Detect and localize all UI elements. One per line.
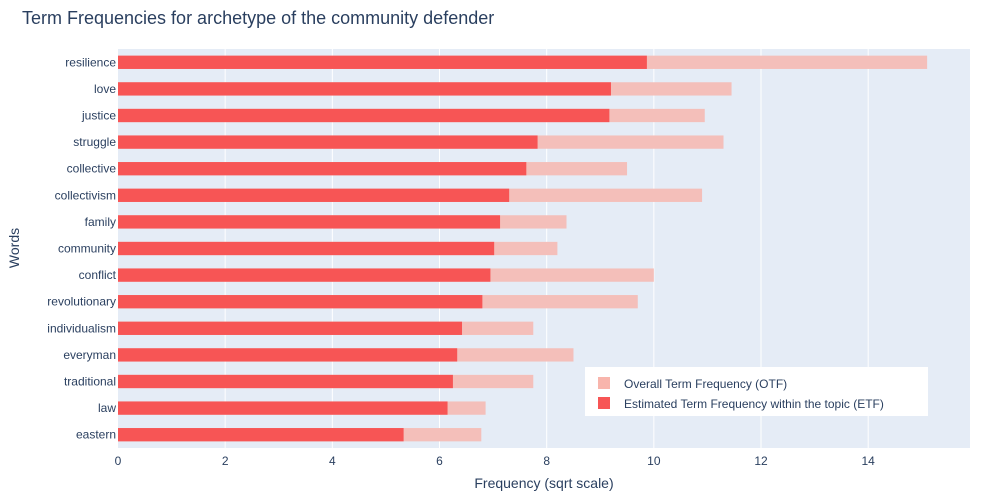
- x-tick-label: 8: [543, 454, 550, 468]
- legend[interactable]: Overall Term Frequency (OTF) Estimated T…: [585, 367, 928, 416]
- y-tick-label: community: [58, 242, 116, 256]
- x-tick-label: 4: [329, 454, 336, 468]
- bar-etf-community[interactable]: [118, 241, 495, 256]
- chart-title: Term Frequencies for archetype of the co…: [22, 8, 495, 28]
- x-tick-label: 10: [647, 454, 661, 468]
- x-axis-title: Frequency (sqrt scale): [474, 475, 613, 491]
- bar-etf-struggle[interactable]: [118, 135, 538, 149]
- y-tick-label: collective: [67, 162, 117, 176]
- bar-etf-resilience[interactable]: [118, 55, 647, 69]
- x-axis-ticks: 0 2 4 6 8 10 12 14: [115, 454, 876, 468]
- x-tick-label: 6: [436, 454, 443, 468]
- x-tick-label: 0: [115, 454, 122, 468]
- bar-etf-law[interactable]: [118, 401, 448, 415]
- y-tick-label: revolutionary: [47, 295, 116, 309]
- legend-swatch-etf[interactable]: [598, 397, 610, 409]
- y-tick-label: individualism: [47, 321, 116, 335]
- x-tick-label: 2: [222, 454, 229, 468]
- bar-etf-conflict[interactable]: [118, 268, 491, 282]
- bars: [118, 55, 928, 442]
- bar-etf-everyman[interactable]: [118, 348, 458, 362]
- bar-etf-traditional[interactable]: [118, 374, 453, 389]
- y-tick-label: love: [94, 82, 116, 96]
- bar-etf-love[interactable]: [118, 82, 611, 96]
- bar-etf-revolutionary[interactable]: [118, 295, 483, 309]
- y-tick-label: eastern: [76, 428, 116, 442]
- legend-swatch-otf[interactable]: [598, 377, 610, 389]
- y-tick-label: family: [85, 215, 116, 229]
- bar-etf-family[interactable]: [118, 215, 501, 229]
- x-tick-label: 14: [862, 454, 876, 468]
- legend-background: [585, 367, 928, 416]
- y-axis-title: Words: [6, 228, 22, 268]
- legend-label-etf[interactable]: Estimated Term Frequency within the topi…: [624, 397, 884, 411]
- y-tick-label: law: [98, 401, 116, 415]
- y-tick-label: traditional: [64, 375, 116, 389]
- y-tick-label: conflict: [79, 268, 117, 282]
- y-tick-label: collectivism: [55, 188, 116, 202]
- bar-etf-eastern[interactable]: [118, 428, 404, 442]
- y-tick-label: resilience: [65, 55, 116, 69]
- legend-label-otf[interactable]: Overall Term Frequency (OTF): [624, 377, 787, 391]
- bar-etf-justice[interactable]: [118, 108, 610, 123]
- y-tick-label: justice: [81, 109, 116, 123]
- bar-etf-collective[interactable]: [118, 162, 527, 176]
- y-tick-label: struggle: [73, 135, 116, 149]
- x-tick-label: 12: [754, 454, 768, 468]
- bar-etf-collectivism[interactable]: [118, 188, 510, 202]
- y-tick-label: everyman: [63, 348, 116, 362]
- y-axis-ticks: resilience love justice struggle collective c…: [47, 55, 116, 441]
- bar-etf-individualism[interactable]: [118, 321, 463, 335]
